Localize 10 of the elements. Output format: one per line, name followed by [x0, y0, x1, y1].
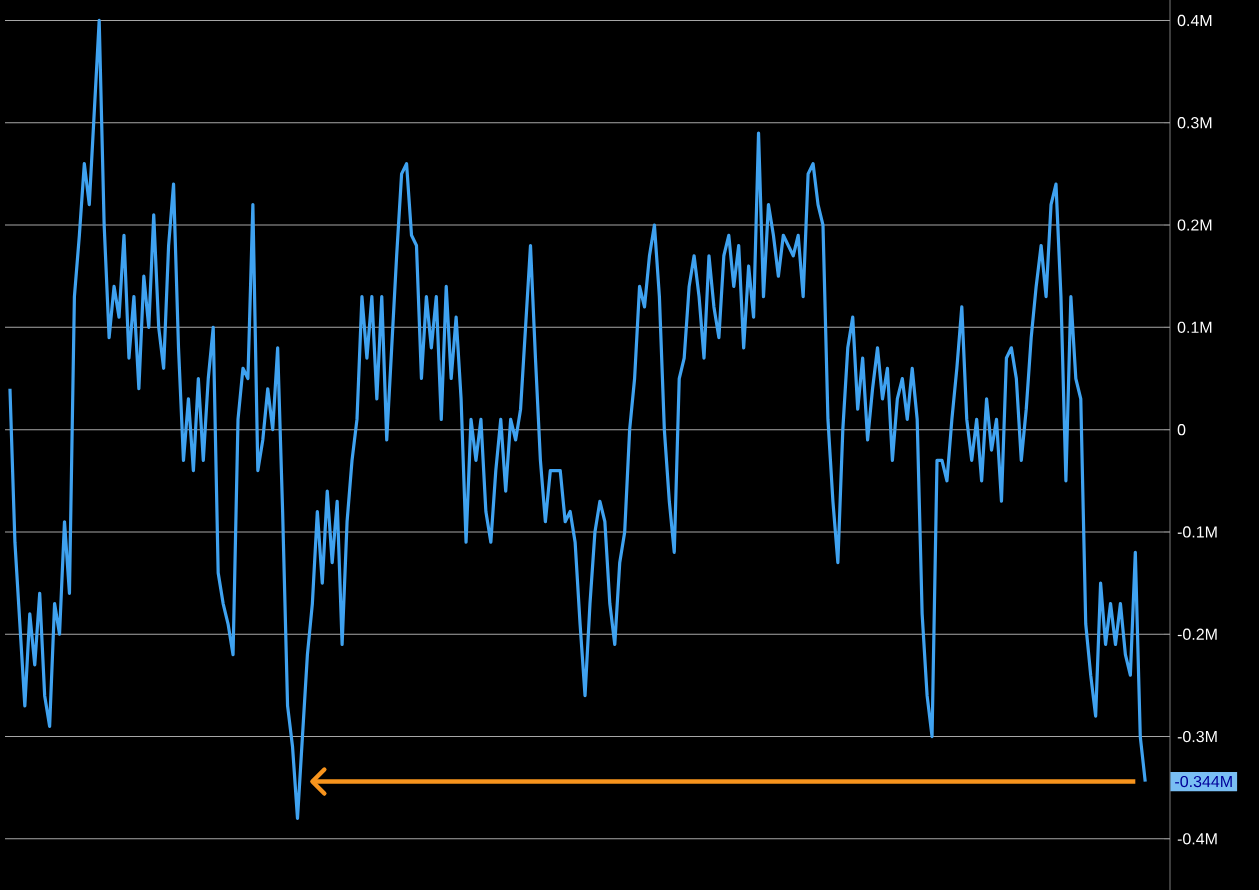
y-tick-label: 0.1M	[1177, 321, 1212, 334]
y-tick-label: 0.3M	[1177, 117, 1212, 129]
ref-line-label: -0.344M	[1175, 775, 1232, 788]
y-tick-label: 0	[1177, 424, 1186, 436]
y-tick-label: -0.4M	[1177, 833, 1217, 845]
y-tick-label: 0.4M	[1177, 14, 1212, 27]
y-tick-label: -0.1M	[1177, 526, 1217, 538]
y-tick-label: -0.2M	[1177, 628, 1217, 640]
y-tick-label: -0.3M	[1177, 730, 1217, 743]
y-tick-label: 0.2M	[1177, 219, 1212, 231]
